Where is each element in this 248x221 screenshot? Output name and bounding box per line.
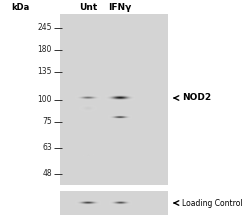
Bar (60, 191, 168, 215)
Text: 75: 75 (42, 118, 52, 126)
Text: NOD2: NOD2 (182, 93, 211, 103)
Text: 245: 245 (37, 23, 52, 32)
Text: Unt: Unt (79, 4, 97, 13)
Text: 180: 180 (38, 46, 52, 55)
Text: kDa: kDa (11, 4, 29, 13)
Text: 100: 100 (37, 95, 52, 105)
Text: 63: 63 (42, 143, 52, 152)
Text: 48: 48 (42, 170, 52, 179)
Bar (60, 14, 168, 185)
Text: Loading Control: Loading Control (182, 198, 243, 208)
Text: 135: 135 (37, 67, 52, 76)
Text: IFNγ: IFNγ (108, 4, 132, 13)
